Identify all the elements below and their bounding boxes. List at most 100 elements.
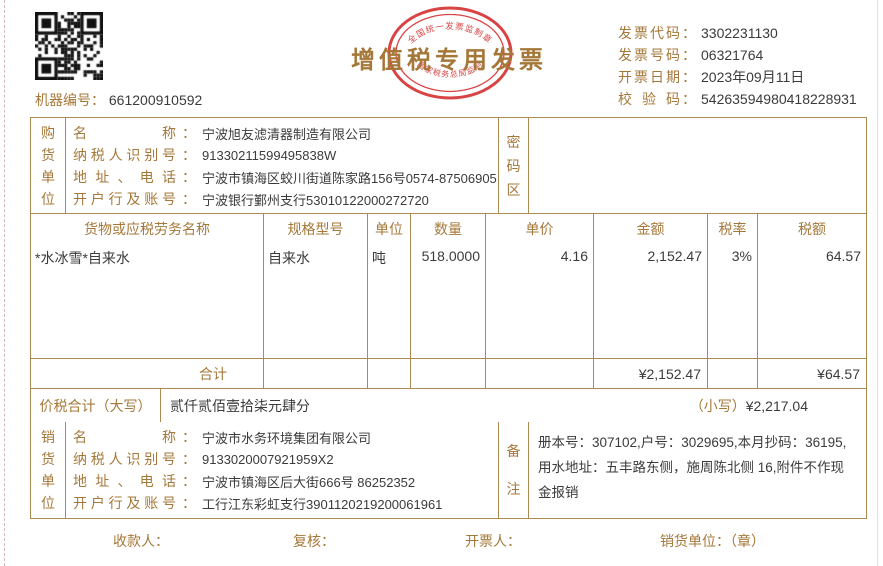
subtotal-empty [486,359,594,388]
col-header-qty: 数量 [411,214,486,243]
amount-in-words: 贰仟贰佰壹拾柒元肆分 [170,397,310,414]
check-code-row: 校验码： 54263594980418228931 [618,88,857,110]
amount-figures-value: ¥2,217.04 [745,397,808,414]
colon: ： [682,91,696,107]
machine-number-colon: ： [91,92,105,108]
col-header-tax: 税额 [798,220,826,237]
tax-supervision-stamp-icon: 全国统一发票监制章 国家税务总局监制 [387,6,513,100]
seller-seal-label: 销货单位：（章） [660,533,765,549]
buyer-address-value: 宁波市镇海区蛟川街道陈家路156号0574-87506905 [202,170,497,186]
field-label: 地址、电话 [73,169,176,185]
subtotal-empty [708,359,758,388]
invoice-date-value: 2023年09月11日 [701,69,805,85]
col-header-spec: 规格型号 [264,214,368,243]
item-tax: 64.57 [825,248,861,264]
colon: ： [182,495,196,511]
seller-bank-value: 工行江东彩虹支行3901120219200061961 [202,496,443,512]
col-header-amount: 金额 [594,214,708,243]
invoice-number-value: 06321764 [701,47,764,63]
buyer-name-row: 名称 ： 宁波旭友滤清器制造有限公司 [73,122,498,144]
invoice-number-label: 发票号码 [618,47,680,63]
check-code-label: 校验码 [618,91,680,107]
qr-code-icon [35,12,103,80]
colon: ： [182,169,196,185]
item-row: *水冰雪*自来水 自来水 吨 518.0000 4.16 2,152.47 3%… [31,243,866,358]
remark-text: 册本号：307102,户号：3029695,本月抄码：36195,用水地址：五丰… [538,435,847,500]
machine-number-label: 机器编号 [35,92,91,108]
colon: ： [182,147,196,163]
invoice-date-label: 开票日期 [618,69,680,85]
invoice-number-row: 发票号码： 06321764 [618,44,857,66]
buyer-name-value: 宁波旭友滤清器制造有限公司 [202,126,372,142]
field-label: 名称 [73,429,176,445]
colon: ： [682,25,696,41]
buyer-taxid-row: 纳税人识别号 ： 91330211599495838W [73,144,498,166]
item-amount: 2,152.47 [594,243,708,358]
col-header-unit: 单位 [368,214,411,243]
field-label: 纳税人识别号 [73,451,176,467]
seller-section-label: 销货单位 [41,429,55,511]
machine-number-value: 661200910592 [108,92,203,108]
field-label: 地址、电话 [73,473,176,489]
left-cut-line [4,0,5,566]
subtotal-empty [411,359,486,388]
password-area-label: 密码区 [506,133,521,198]
colon: ： [182,191,196,207]
invoice-table: 购货单位 名称 ： 宁波旭友滤清器制造有限公司 纳税人识别号 ： 91330211599… [30,117,867,519]
buyer-section-label: 购货单位 [41,124,55,207]
field-label: 开户行及账号 [73,495,176,511]
subtotal-tax: ¥64.57 [817,365,860,382]
payee-label: 收款人： [113,533,169,549]
remark-label: 备注 [506,443,521,497]
subtotal-label: 合计 [31,359,264,388]
grand-total-label: 价税合计（大写） [31,389,161,422]
items-header-row: 货物或应税劳务名称 规格型号 单位 数量 单价 金额 税率 税额 [31,213,866,243]
buyer-section: 购货单位 名称 ： 宁波旭友滤清器制造有限公司 纳税人识别号 ： 91330211599… [31,118,866,213]
drawer-label: 开票人： [465,533,521,549]
buyer-bank-row: 开户行及账号 ： 宁波银行鄞州支行53010122000272720 [73,188,498,210]
colon: ： [682,69,696,85]
colon: ： [182,473,196,489]
grand-total-row: 价税合计（大写） 贰仟贰佰壹拾柒元肆分 （小写） ¥2,217.04 [31,388,866,422]
col-header-goods: 货物或应税劳务名称 [31,214,264,243]
invoice-header-info: 发票代码： 3302231130 发票号码： 06321764 开票日期： 2023年… [618,22,857,110]
buyer-bank-value: 宁波银行鄞州支行53010122000272720 [202,192,429,208]
field-label: 纳税人识别号 [73,147,176,163]
field-label: 名称 [73,125,176,141]
field-label: 开户行及账号 [73,191,176,207]
item-qty: 518.0000 [411,243,486,358]
seller-section: 销货单位 名称 ： 宁波市水务环境集团有限公司 纳税人识别号 ： 91330200079… [31,422,866,518]
item-spec: 自来水 [264,243,368,358]
colon: ： [182,451,196,467]
item-name: *水冰雪*自来水 [31,243,264,358]
item-unit: 吨 [368,243,411,358]
buyer-address-row: 地址、电话 ： 宁波市镇海区蛟川街道陈家路156号0574-87506905 [73,166,498,188]
seller-address-row: 地址、电话 ： 宁波市镇海区后大街666号 86252352 [73,470,498,492]
right-cut-line [877,0,878,566]
item-taxrate: 3% [708,243,758,358]
col-header-price: 单价 [486,214,594,243]
check-code-value: 54263594980418228931 [701,91,857,107]
seller-name-value: 宁波市水务环境集团有限公司 [202,430,372,446]
invoice-code-value: 3302231130 [701,25,778,41]
machine-number-row: 机器编号： 661200910592 [35,90,202,110]
colon: ： [182,429,196,445]
colon: ： [182,125,196,141]
item-price: 4.16 [486,243,594,358]
subtotal-amount: ¥2,152.47 [594,359,708,388]
seller-bank-row: 开户行及账号 ： 工行江东彩虹支行3901120219200061961 [73,492,498,514]
subtotal-empty [264,359,368,388]
seller-fields: 名称 ： 宁波市水务环境集团有限公司 纳税人识别号 ： 9133020007921959… [66,422,499,518]
col-header-taxrate: 税率 [708,214,758,243]
invoice-code-label: 发票代码 [618,25,680,41]
seller-taxid-row: 纳税人识别号 ： 9133020007921959X2 [73,448,498,470]
seller-address-value: 宁波市镇海区后大街666号 86252352 [202,474,416,490]
buyer-fields: 名称 ： 宁波旭友滤清器制造有限公司 纳税人识别号 ： 9133021159949583… [66,118,499,213]
subtotal-empty [368,359,411,388]
colon: ： [682,47,696,63]
buyer-taxid-value: 91330211599495838W [202,147,337,163]
invoice-code-row: 发票代码： 3302231130 [618,22,857,44]
invoice-date-row: 开票日期： 2023年09月11日 [618,66,857,88]
seller-name-row: 名称 ： 宁波市水务环境集团有限公司 [73,426,498,448]
